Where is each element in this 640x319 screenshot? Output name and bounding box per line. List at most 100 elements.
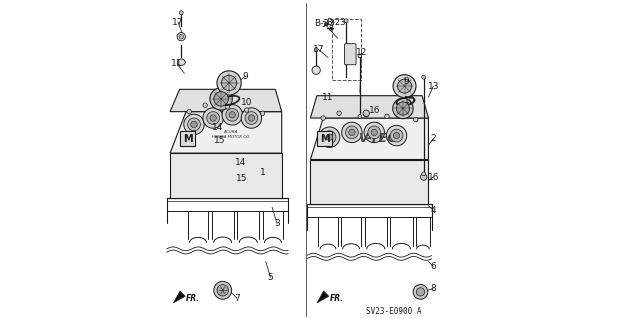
Circle shape bbox=[371, 129, 378, 136]
Circle shape bbox=[203, 108, 223, 128]
Circle shape bbox=[314, 48, 318, 51]
Circle shape bbox=[245, 112, 258, 124]
Circle shape bbox=[358, 54, 362, 58]
Text: 8: 8 bbox=[430, 284, 436, 293]
Circle shape bbox=[390, 129, 403, 142]
Circle shape bbox=[364, 122, 385, 143]
Text: 10: 10 bbox=[241, 98, 252, 107]
Text: 15: 15 bbox=[214, 136, 225, 145]
Circle shape bbox=[226, 108, 239, 121]
Circle shape bbox=[321, 116, 325, 120]
Circle shape bbox=[229, 112, 236, 118]
Text: 3: 3 bbox=[274, 219, 280, 228]
Text: 9: 9 bbox=[403, 77, 409, 86]
Polygon shape bbox=[173, 291, 186, 303]
Polygon shape bbox=[170, 112, 282, 153]
Text: HONDA MOTOR CO.: HONDA MOTOR CO. bbox=[212, 135, 250, 139]
Circle shape bbox=[364, 113, 369, 117]
Text: 14: 14 bbox=[235, 158, 246, 167]
Circle shape bbox=[422, 172, 426, 176]
Text: 16: 16 bbox=[428, 173, 439, 182]
Text: 5: 5 bbox=[268, 273, 273, 282]
Circle shape bbox=[187, 109, 191, 114]
Circle shape bbox=[387, 125, 407, 146]
Text: 16: 16 bbox=[369, 106, 380, 115]
Polygon shape bbox=[310, 96, 428, 118]
Circle shape bbox=[368, 126, 381, 139]
Polygon shape bbox=[170, 153, 282, 198]
Ellipse shape bbox=[177, 59, 185, 65]
Circle shape bbox=[188, 118, 200, 131]
Circle shape bbox=[214, 92, 228, 106]
Text: 1: 1 bbox=[260, 168, 266, 177]
FancyBboxPatch shape bbox=[180, 131, 195, 146]
Circle shape bbox=[217, 285, 228, 296]
Circle shape bbox=[179, 34, 184, 39]
Text: V-TEC: V-TEC bbox=[358, 132, 397, 145]
Text: 12: 12 bbox=[356, 48, 367, 57]
Circle shape bbox=[217, 71, 241, 95]
Text: 14: 14 bbox=[212, 123, 223, 132]
Circle shape bbox=[326, 134, 333, 140]
Circle shape bbox=[337, 111, 341, 115]
Text: ACURA: ACURA bbox=[223, 130, 238, 134]
Text: 17: 17 bbox=[172, 18, 184, 27]
Circle shape bbox=[413, 285, 428, 299]
Circle shape bbox=[396, 102, 410, 115]
Circle shape bbox=[221, 75, 237, 91]
Polygon shape bbox=[310, 160, 428, 204]
Text: 6: 6 bbox=[430, 262, 436, 271]
Circle shape bbox=[210, 115, 216, 121]
Circle shape bbox=[397, 79, 412, 93]
Text: 15: 15 bbox=[236, 174, 248, 183]
Circle shape bbox=[342, 122, 362, 143]
Text: 17: 17 bbox=[313, 45, 324, 54]
Circle shape bbox=[260, 111, 265, 115]
Polygon shape bbox=[310, 118, 428, 160]
Circle shape bbox=[179, 11, 183, 15]
Text: FR.: FR. bbox=[186, 294, 200, 303]
Circle shape bbox=[393, 98, 413, 119]
Circle shape bbox=[214, 281, 232, 299]
Polygon shape bbox=[170, 89, 282, 112]
FancyBboxPatch shape bbox=[317, 131, 332, 146]
Polygon shape bbox=[317, 291, 329, 303]
Circle shape bbox=[420, 174, 427, 180]
Circle shape bbox=[222, 105, 243, 125]
Text: M: M bbox=[183, 134, 193, 144]
Circle shape bbox=[225, 105, 230, 109]
Text: 13: 13 bbox=[428, 82, 439, 91]
Text: SV23-E0900 A: SV23-E0900 A bbox=[365, 307, 421, 315]
Circle shape bbox=[207, 112, 220, 124]
Circle shape bbox=[417, 288, 424, 296]
Circle shape bbox=[394, 132, 400, 139]
Circle shape bbox=[248, 115, 255, 121]
Circle shape bbox=[241, 108, 262, 128]
Circle shape bbox=[393, 75, 416, 98]
Circle shape bbox=[203, 103, 207, 108]
Circle shape bbox=[177, 33, 186, 41]
Circle shape bbox=[312, 66, 320, 74]
Text: 9: 9 bbox=[242, 72, 248, 81]
Text: B-23: B-23 bbox=[326, 19, 346, 27]
FancyBboxPatch shape bbox=[344, 44, 356, 65]
Text: 4: 4 bbox=[431, 206, 436, 215]
Text: M: M bbox=[320, 134, 330, 144]
Circle shape bbox=[363, 110, 369, 116]
Circle shape bbox=[413, 117, 418, 122]
Circle shape bbox=[244, 108, 249, 112]
Circle shape bbox=[191, 121, 197, 128]
Circle shape bbox=[184, 114, 204, 135]
Text: 10: 10 bbox=[404, 96, 415, 105]
Circle shape bbox=[346, 126, 358, 139]
Circle shape bbox=[210, 88, 232, 110]
Circle shape bbox=[319, 127, 340, 147]
Circle shape bbox=[358, 115, 362, 118]
Text: B-23: B-23 bbox=[314, 19, 335, 28]
Text: 11: 11 bbox=[172, 59, 183, 68]
Circle shape bbox=[349, 129, 355, 136]
Text: FR.: FR. bbox=[330, 294, 344, 303]
Text: 7: 7 bbox=[234, 294, 240, 303]
Circle shape bbox=[323, 131, 336, 144]
Text: 2: 2 bbox=[431, 134, 436, 143]
